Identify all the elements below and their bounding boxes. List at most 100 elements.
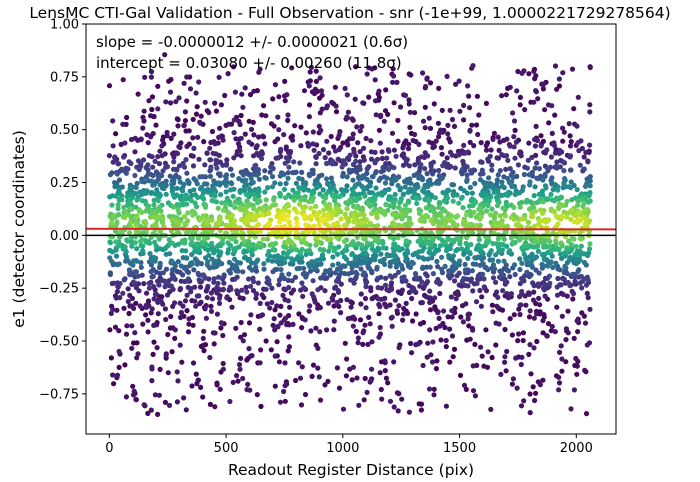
data-point	[195, 377, 201, 383]
data-point	[151, 197, 157, 203]
data-point	[211, 276, 217, 282]
data-point	[299, 280, 305, 286]
data-point	[376, 311, 382, 317]
data-point	[497, 213, 503, 219]
data-point	[464, 234, 470, 241]
data-point	[229, 276, 236, 283]
data-point	[343, 215, 349, 221]
data-point	[521, 251, 527, 257]
data-point	[112, 184, 118, 190]
data-point	[164, 282, 170, 288]
data-point	[529, 154, 535, 160]
data-point	[490, 240, 496, 247]
data-point	[209, 128, 216, 135]
data-point	[390, 258, 396, 264]
data-point	[133, 285, 139, 291]
data-point	[108, 220, 114, 226]
data-point	[350, 189, 357, 195]
data-point	[154, 345, 160, 351]
data-point	[132, 172, 138, 179]
data-point	[534, 338, 540, 345]
data-point	[349, 377, 355, 383]
data-point	[285, 170, 291, 176]
data-point	[366, 314, 372, 320]
data-point	[216, 134, 222, 140]
data-point	[419, 279, 425, 285]
data-point	[366, 265, 373, 271]
data-point	[423, 83, 429, 90]
data-point	[483, 147, 490, 153]
data-point	[515, 68, 521, 75]
data-point	[150, 273, 156, 279]
data-point	[467, 184, 473, 191]
data-point	[148, 69, 155, 75]
data-point	[223, 189, 229, 195]
data-point	[331, 245, 337, 251]
data-point	[324, 105, 330, 111]
data-point	[541, 287, 547, 293]
data-point	[544, 333, 550, 339]
data-point	[174, 399, 180, 405]
data-point	[296, 360, 302, 366]
data-point	[234, 373, 240, 379]
data-point	[417, 217, 423, 223]
data-point	[454, 222, 460, 228]
data-point	[538, 133, 544, 139]
data-point	[331, 186, 337, 192]
data-point	[114, 372, 121, 378]
data-point	[535, 96, 541, 102]
data-point	[157, 148, 163, 154]
data-point	[272, 82, 279, 88]
data-point	[110, 118, 116, 124]
data-point	[357, 149, 363, 155]
data-point	[439, 254, 445, 260]
data-point	[175, 378, 181, 384]
data-point	[481, 284, 487, 290]
data-point	[530, 297, 537, 303]
data-point	[229, 304, 235, 310]
data-point	[539, 188, 546, 194]
data-point	[162, 399, 168, 405]
data-point	[517, 204, 523, 210]
data-point	[214, 284, 220, 290]
data-point	[307, 173, 313, 179]
data-point	[587, 64, 593, 71]
data-point	[306, 83, 312, 89]
data-point	[399, 246, 405, 252]
data-point	[503, 229, 509, 235]
data-point	[129, 323, 135, 329]
data-point	[380, 245, 386, 251]
data-point	[261, 261, 267, 267]
data-point	[391, 100, 397, 106]
data-point	[512, 127, 518, 133]
data-point	[449, 333, 456, 339]
data-point	[122, 214, 128, 221]
data-point	[487, 153, 493, 159]
data-point	[498, 371, 504, 377]
data-point	[251, 214, 257, 220]
data-point	[286, 284, 292, 291]
data-point	[490, 136, 496, 142]
data-point	[276, 255, 282, 261]
data-point	[409, 350, 415, 356]
data-point	[200, 174, 206, 180]
data-point	[387, 302, 393, 308]
data-point	[283, 180, 289, 187]
data-point	[145, 298, 152, 304]
data-point	[335, 251, 341, 257]
data-point	[113, 131, 119, 137]
data-point	[132, 330, 138, 336]
data-point	[441, 308, 447, 314]
data-point	[573, 355, 579, 362]
data-point	[550, 264, 556, 270]
data-point	[116, 328, 122, 334]
data-point	[228, 187, 234, 193]
data-point	[372, 158, 378, 164]
data-point	[307, 263, 313, 269]
data-point	[172, 263, 178, 269]
data-point	[368, 285, 374, 291]
data-point	[122, 140, 128, 146]
data-point	[264, 301, 270, 307]
data-point	[378, 386, 384, 393]
